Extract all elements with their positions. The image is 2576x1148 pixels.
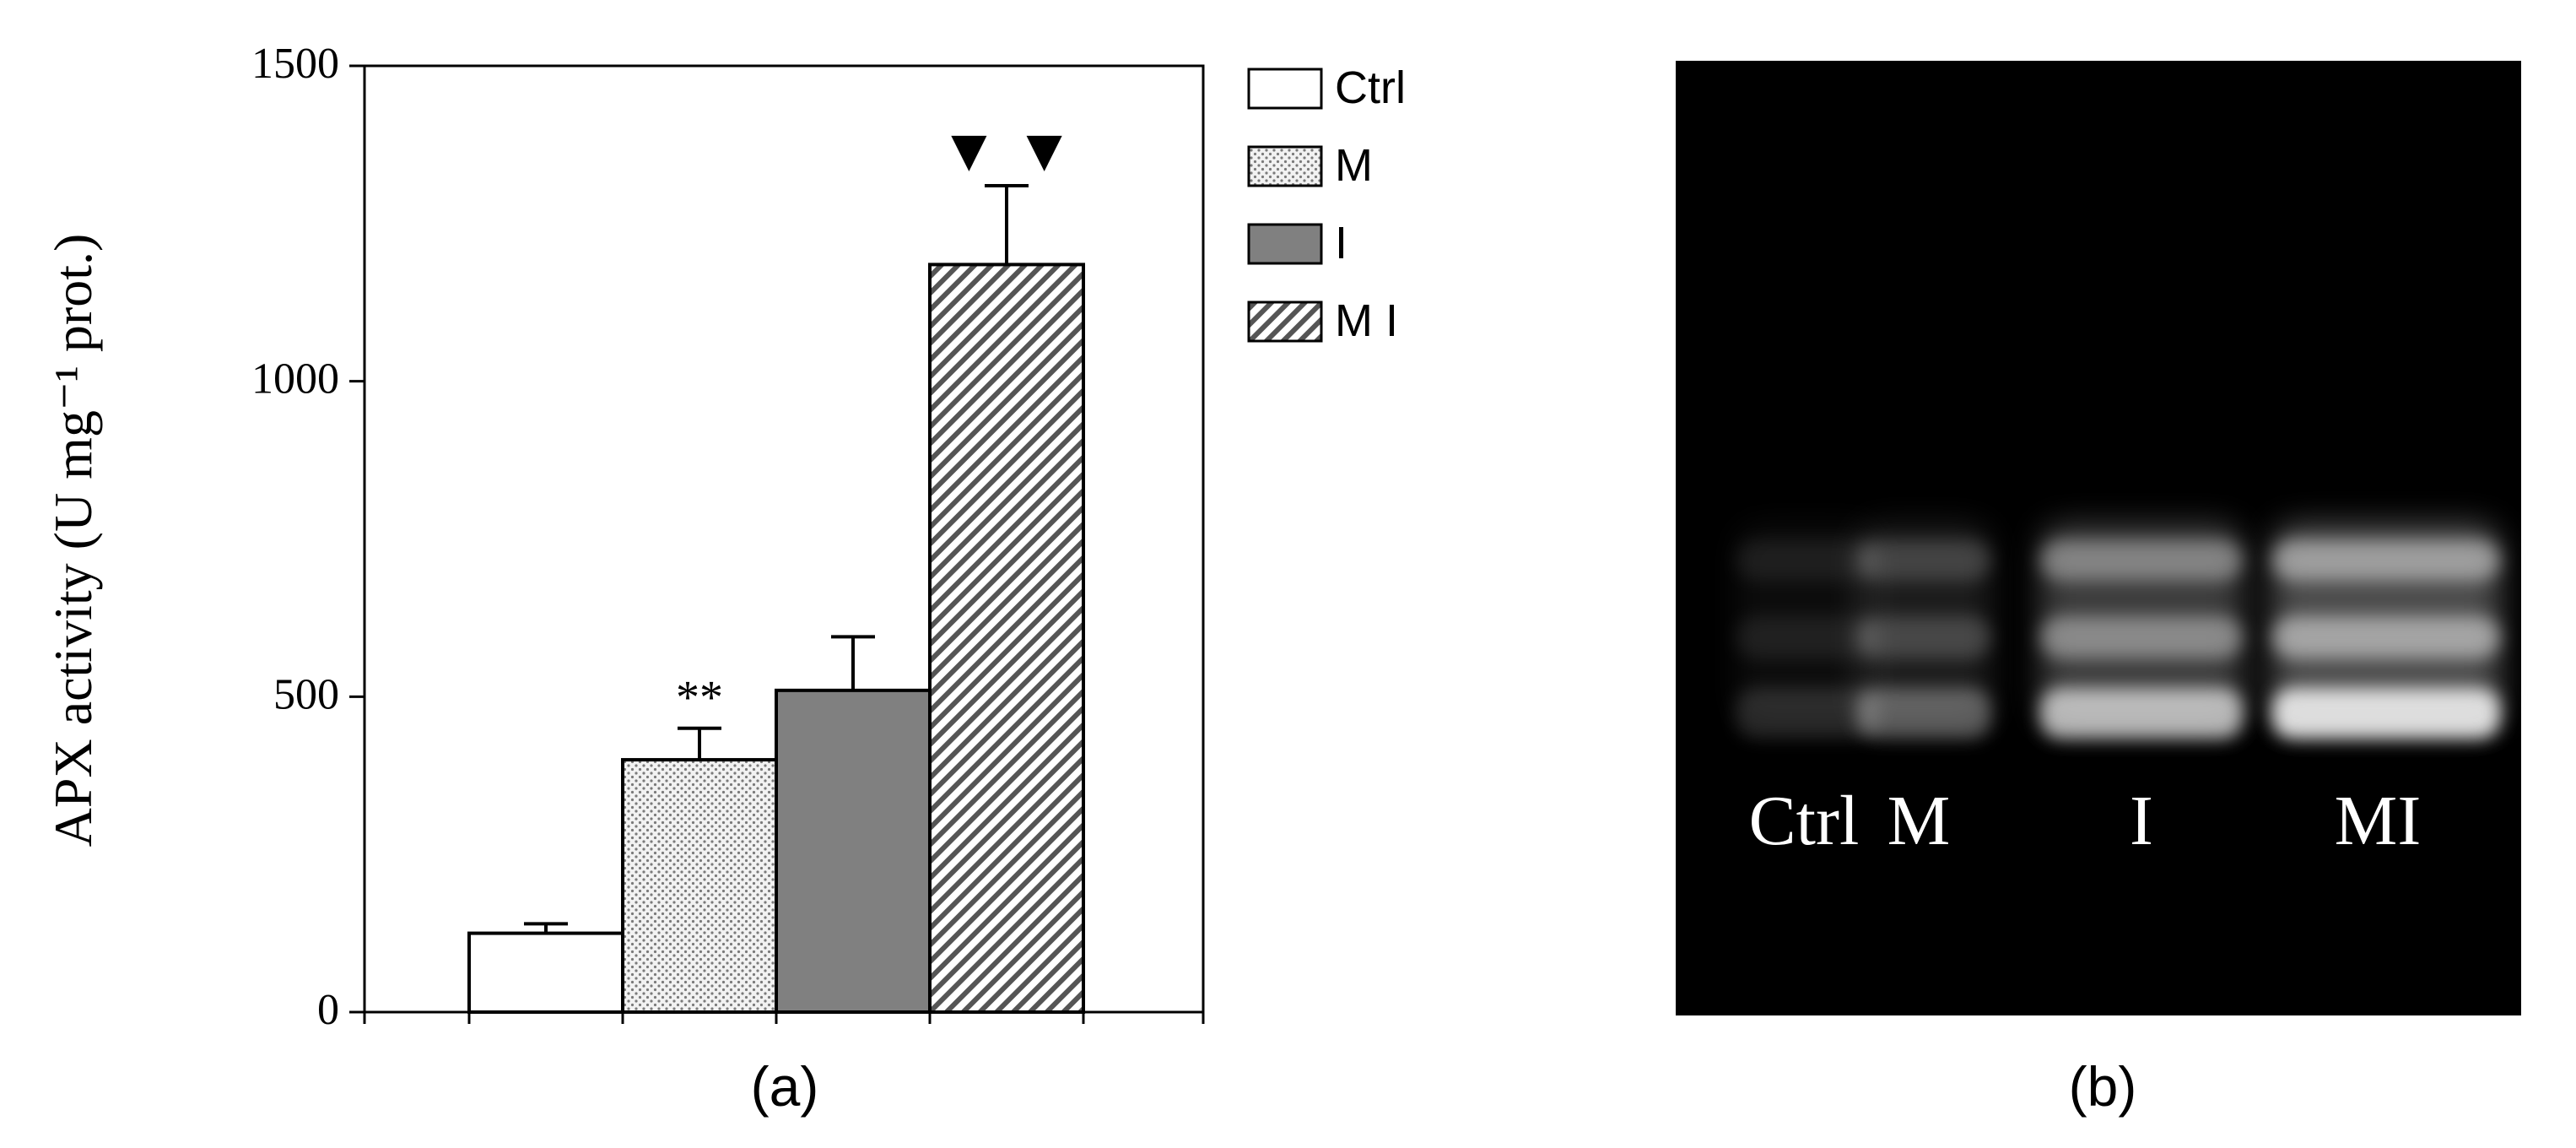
error-bars bbox=[524, 183, 1029, 934]
gel-lane-m bbox=[1856, 523, 1991, 739]
gel-band bbox=[2040, 688, 2243, 739]
legend: Ctrl MI M I bbox=[1247, 62, 1406, 346]
significance-marks: ** ▼ ▼ bbox=[676, 116, 1074, 724]
gel-band bbox=[1736, 616, 1879, 658]
gel-lane-ctrl bbox=[1736, 523, 1879, 739]
gel-band bbox=[2040, 616, 2243, 658]
legend-label: M I bbox=[1335, 295, 1398, 346]
gel-lane-label: MI bbox=[2335, 782, 2422, 860]
y-tick-label: 1000 bbox=[251, 355, 339, 403]
bar-mi bbox=[928, 263, 1085, 1015]
significance-mark: ** bbox=[676, 672, 723, 724]
legend-swatch bbox=[1247, 301, 1323, 343]
gel-lane-label: I bbox=[2130, 782, 2153, 860]
bar-ctrl bbox=[467, 931, 624, 1015]
legend-label: Ctrl bbox=[1335, 62, 1406, 113]
legend-label: I bbox=[1335, 218, 1347, 268]
bar-i bbox=[775, 688, 932, 1014]
legend-label: M bbox=[1335, 140, 1373, 191]
gel-band bbox=[2272, 688, 2500, 739]
legend-swatch bbox=[1247, 145, 1323, 187]
gel-lane-labels: Ctrl M I MI bbox=[1749, 782, 2422, 860]
gel-band bbox=[1736, 540, 1879, 581]
y-tick-label: 500 bbox=[273, 670, 339, 718]
panel-label-b: (b) bbox=[2069, 1055, 2137, 1118]
gel-band bbox=[2040, 540, 2243, 581]
gel-band bbox=[2272, 616, 2500, 658]
gel-panel-b: Ctrl M I MI (b) bbox=[1676, 61, 2521, 1118]
chart-panel-a: 0 500 1000 1500 ** ▼ ▼ APX activity (U mg⁻¹ … bbox=[43, 40, 1406, 1118]
gel-lane-mi bbox=[2272, 523, 2500, 739]
legend-swatch bbox=[1247, 223, 1323, 265]
bars bbox=[467, 263, 1085, 1015]
gel-band bbox=[2272, 540, 2500, 581]
x-axis-ticks bbox=[363, 1012, 1205, 1024]
gel-lane-i bbox=[2040, 523, 2243, 739]
gel-lane-label: Ctrl bbox=[1749, 782, 1860, 860]
gel-band bbox=[1856, 540, 1991, 581]
significance-mark: ▼ ▼ bbox=[939, 116, 1075, 184]
y-axis-ticks: 0 500 1000 1500 bbox=[251, 40, 365, 1034]
gel-bands bbox=[1736, 523, 2500, 739]
gel-band bbox=[1856, 688, 1991, 739]
gel-lane-label: M bbox=[1887, 782, 1951, 860]
gel-band bbox=[1856, 616, 1991, 658]
legend-swatch bbox=[1247, 68, 1323, 110]
gel-band bbox=[1736, 688, 1879, 739]
y-tick-label: 1500 bbox=[251, 40, 339, 88]
y-tick-label: 0 bbox=[317, 986, 339, 1034]
y-axis-label: APX activity (U mg⁻¹ prot.) bbox=[43, 234, 103, 847]
bar-m bbox=[621, 758, 778, 1014]
panel-label-a: (a) bbox=[751, 1055, 819, 1118]
